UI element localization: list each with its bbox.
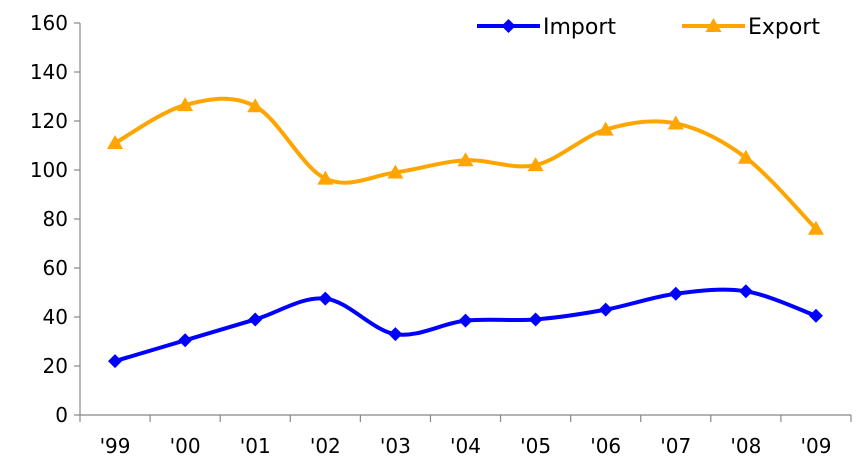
import-point xyxy=(598,302,613,317)
import-point xyxy=(178,333,193,348)
series-layer xyxy=(107,96,824,369)
export-point xyxy=(107,135,124,150)
y-tick-label: 20 xyxy=(43,354,68,378)
y-tick-label: 120 xyxy=(30,109,68,133)
export-point xyxy=(807,220,824,235)
x-tick-label: '03 xyxy=(380,434,411,458)
import-point xyxy=(458,313,473,328)
legend-item-export: Export xyxy=(682,15,820,40)
y-tick-label: 60 xyxy=(43,256,68,280)
legend-item-import: Import xyxy=(477,15,616,40)
legend: Import Export xyxy=(477,15,820,40)
x-tick-label: '06 xyxy=(590,434,621,458)
y-tick-label: 100 xyxy=(30,158,68,182)
y-tick-label: 40 xyxy=(43,305,68,329)
import-point xyxy=(318,291,333,306)
export-point xyxy=(177,97,194,112)
x-tick-label: '02 xyxy=(310,434,341,458)
import-point xyxy=(248,312,263,327)
y-tick-label: 0 xyxy=(55,403,68,427)
import-point xyxy=(668,286,683,301)
x-tick-label: '04 xyxy=(450,434,481,458)
x-tick-label: '01 xyxy=(240,434,271,458)
x-tick-label: '08 xyxy=(730,434,761,458)
x-tick-label: '99 xyxy=(100,434,131,458)
export-point xyxy=(317,170,334,185)
legend-import-marker xyxy=(501,19,516,33)
x-tick-label: '00 xyxy=(170,434,201,458)
export-point xyxy=(737,149,754,164)
series-import xyxy=(108,284,823,369)
import-point xyxy=(108,354,123,369)
export-point xyxy=(527,157,544,172)
import-point xyxy=(528,312,543,327)
x-tick-label: '05 xyxy=(520,434,551,458)
series-export xyxy=(107,96,824,235)
export-point xyxy=(387,164,404,179)
export-point xyxy=(247,98,264,113)
legend-export-marker xyxy=(705,18,722,32)
x-tick-label: '09 xyxy=(800,434,831,458)
y-tick-label: 80 xyxy=(43,207,68,231)
import-point xyxy=(738,284,753,299)
y-tick-label: 140 xyxy=(30,60,68,84)
export-point xyxy=(667,115,684,130)
export-point xyxy=(597,121,614,136)
x-tick-label: '07 xyxy=(660,434,691,458)
import-point xyxy=(388,327,403,342)
legend-import-label: Import xyxy=(543,15,616,40)
y-tick-label: 160 xyxy=(30,11,68,35)
legend-export-label: Export xyxy=(748,15,820,40)
import-point xyxy=(808,308,823,323)
axes: 0 20 40 60 80 100 120 140 160 '99 '00 '01 '02 '03 '04 '… xyxy=(30,11,852,458)
export-point xyxy=(457,152,474,167)
